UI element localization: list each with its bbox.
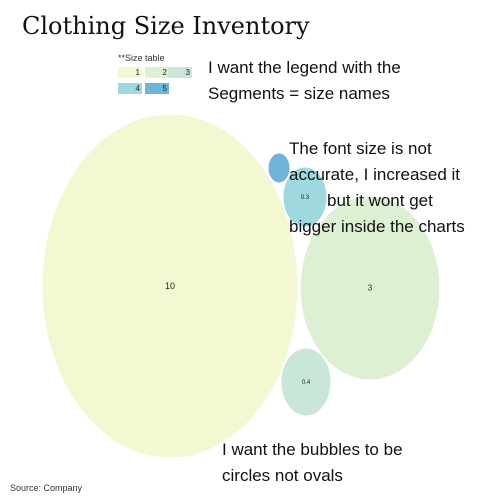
- legend-swatch-3: 3: [168, 67, 192, 78]
- legend-swatch-4: 4: [118, 83, 142, 94]
- legend-label-5: 5: [162, 84, 167, 93]
- bubble-label-1: 10: [165, 281, 175, 291]
- bubble-size-2[interactable]: [299, 195, 441, 381]
- annotation-line: I want the bubbles to be: [222, 440, 403, 459]
- legend-swatch-5: 5: [145, 83, 169, 94]
- annotation-line: I want the legend with the: [208, 58, 401, 77]
- bubble-size-3[interactable]: [280, 347, 332, 417]
- annotation-line: The font size is not: [289, 139, 432, 158]
- legend-swatch-2: 2: [145, 67, 169, 78]
- annotation-line: circles not ovals: [222, 466, 343, 485]
- bubble-label-3: 0.4: [302, 380, 311, 386]
- bubble-size-5[interactable]: [267, 152, 291, 184]
- source-note: Source: Company: [10, 483, 83, 493]
- bubble-label-4: 0.3: [301, 195, 310, 201]
- bubble-size-4[interactable]: [282, 166, 328, 228]
- annotation-line: Segments = size names: [208, 84, 390, 103]
- bubble-label-2: 3: [368, 284, 373, 293]
- bubble-size-1[interactable]: [41, 113, 299, 459]
- annotation-font-size-complaint: The font size is not accurate, I increas…: [289, 136, 465, 240]
- legend-title: **Size table: [118, 53, 165, 63]
- legend-label-3: 3: [185, 68, 190, 77]
- legend-swatch-1: 1: [118, 67, 142, 78]
- legend-label-1: 1: [135, 68, 140, 77]
- legend-label-2: 2: [162, 68, 167, 77]
- annotation-legend-request: I want the legend with the Segments = si…: [208, 55, 401, 107]
- annotation-circle-request: I want the bubbles to be circles not ova…: [222, 437, 403, 489]
- legend-label-4: 4: [135, 84, 140, 93]
- annotation-line: bigger inside the charts: [289, 217, 465, 236]
- annotation-line: accurate, I increased it: [289, 165, 461, 184]
- annotation-line: but it wont get: [327, 191, 433, 210]
- chart-title: Clothing Size Inventory: [22, 12, 310, 40]
